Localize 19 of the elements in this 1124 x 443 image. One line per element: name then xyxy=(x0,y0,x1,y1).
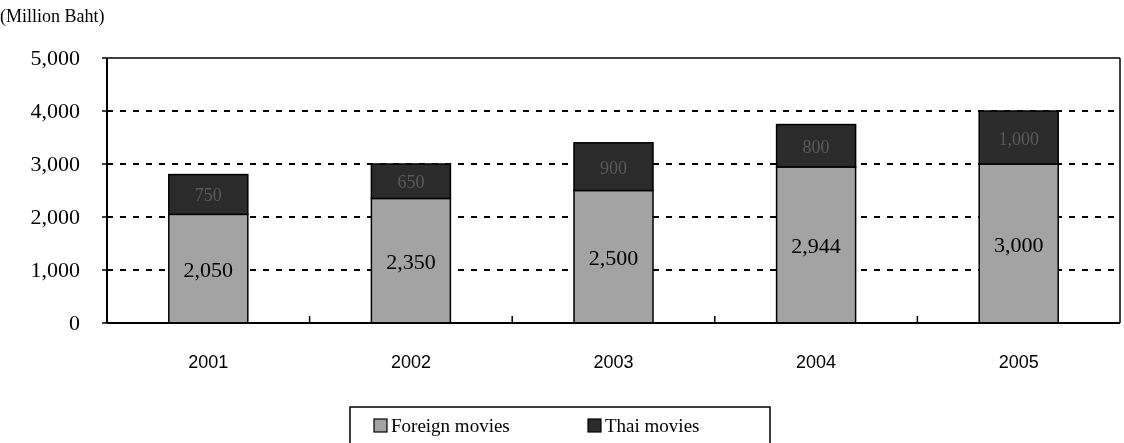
data-label: 3,000 xyxy=(993,231,1044,257)
y-axis-title: (Million Baht) xyxy=(0,6,105,27)
x-tick-label: 2005 xyxy=(998,352,1039,372)
y-tick-label: 4,000 xyxy=(30,98,80,123)
y-tick-label: 2,000 xyxy=(30,204,80,229)
legend-label: Foreign movies xyxy=(391,415,510,436)
y-tick-label: 5,000 xyxy=(30,45,80,70)
x-tick-label: 2004 xyxy=(796,352,837,372)
y-tick-label: 3,000 xyxy=(30,151,80,176)
y-tick-label: 0 xyxy=(69,310,80,335)
x-tick-label: 2002 xyxy=(390,352,431,372)
x-tick-label: 2003 xyxy=(593,352,634,372)
data-label: 2,500 xyxy=(588,244,639,270)
data-label: 2,944 xyxy=(791,232,841,258)
data-label: 2,050 xyxy=(183,256,234,282)
data-label: 2,350 xyxy=(386,248,436,274)
y-tick-label: 1,000 xyxy=(30,257,80,282)
x-tick-label: 2001 xyxy=(188,352,229,372)
legend-label: Thai movies xyxy=(605,415,700,436)
